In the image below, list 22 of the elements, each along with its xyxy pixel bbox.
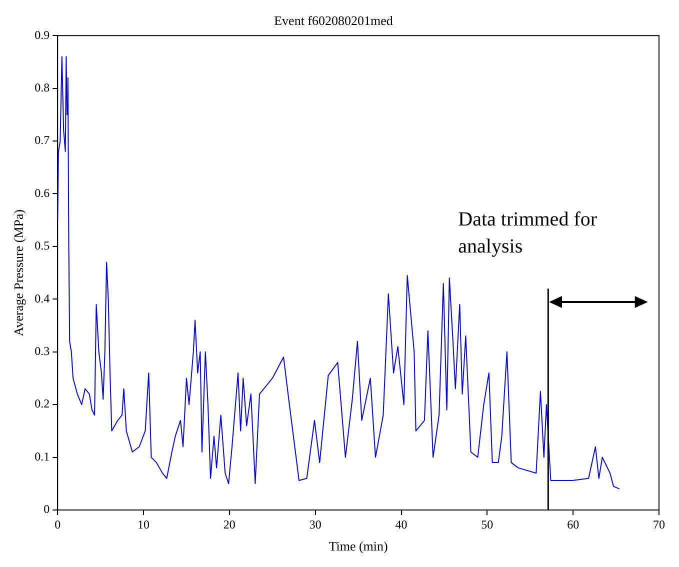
x-tick-label: 70 xyxy=(653,517,665,532)
y-axis-title: Average Pressure (MPa) xyxy=(11,209,26,336)
x-tick-label: 20 xyxy=(223,517,236,532)
y-tick-label: 0.2 xyxy=(34,396,50,411)
y-tick-label: 0.9 xyxy=(34,28,50,42)
y-tick-label: 0.6 xyxy=(34,186,50,200)
x-tick-label: 40 xyxy=(395,517,408,532)
y-tick-label: 0 xyxy=(44,502,50,516)
y-tick-label: 0.4 xyxy=(34,291,50,306)
x-tick-label: 50 xyxy=(481,517,494,532)
x-axis-title: Time (min) xyxy=(328,538,388,554)
y-tick-label: 0.3 xyxy=(34,344,50,358)
y-tick-label: 0.8 xyxy=(34,80,50,94)
x-tick-label: 30 xyxy=(309,517,322,532)
x-tick-label: 10 xyxy=(138,517,150,532)
x-tick-label: 0 xyxy=(54,517,61,532)
x-tick-label: 60 xyxy=(567,517,580,532)
y-tick-label: 0.5 xyxy=(34,238,50,253)
annotation: Data trimmed for analysis xyxy=(458,208,598,258)
y-tick-label: 0.1 xyxy=(34,449,50,464)
chart-title: Event f602080201med xyxy=(274,13,394,28)
y-tick-label: 0.7 xyxy=(34,133,50,148)
